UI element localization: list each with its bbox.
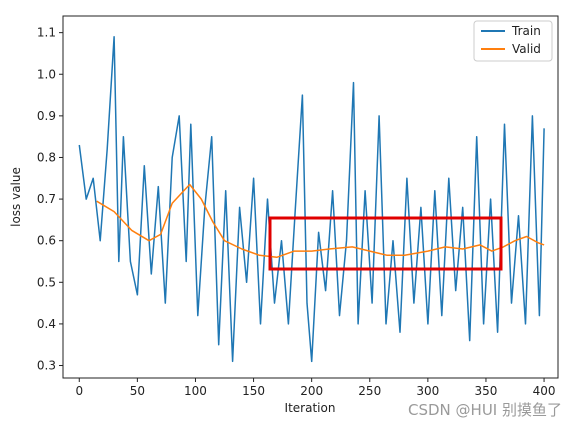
series-lines (78, 36, 545, 363)
y-axis-ticks: 0.3 0.4 0.5 0.6 0.7 0.8 0.9 1.0 1.1 (37, 26, 63, 373)
y-tick-label: 1.0 (37, 67, 56, 81)
y-tick-label: 0.7 (37, 192, 56, 206)
x-tick-label: 400 (533, 384, 556, 398)
legend-label-valid: Valid (512, 42, 541, 56)
legend: Train Valid (473, 20, 553, 62)
y-tick-label: 0.5 (37, 275, 56, 289)
y-tick-label: 0.8 (37, 150, 56, 164)
x-axis-label: Iteration (285, 401, 336, 415)
x-tick-label: 0 (75, 384, 83, 398)
series-line-valid (96, 183, 545, 259)
y-axis-label: loss value (9, 167, 23, 227)
x-tick-label: 300 (416, 384, 439, 398)
x-tick-label: 250 (358, 384, 381, 398)
highlight-box (268, 216, 503, 271)
x-tick-label: 350 (475, 384, 498, 398)
x-tick-label: 50 (130, 384, 145, 398)
y-tick-label: 1.1 (37, 26, 56, 40)
x-tick-label: 100 (184, 384, 207, 398)
plot-frame (62, 15, 559, 379)
y-tick-label: 0.9 (37, 109, 56, 123)
watermark-text: CSDN @HUI 别摸鱼了 (408, 401, 562, 419)
x-axis-ticks: 0 50 100 150 200 250 300 350 400 (75, 378, 556, 398)
x-tick-label: 150 (242, 384, 265, 398)
legend-label-train: Train (511, 24, 541, 38)
series-line-train (78, 36, 545, 363)
y-tick-label: 0.3 (37, 359, 56, 373)
y-tick-label: 0.6 (37, 234, 56, 248)
x-tick-label: 200 (300, 384, 323, 398)
y-tick-label: 0.4 (37, 317, 56, 331)
